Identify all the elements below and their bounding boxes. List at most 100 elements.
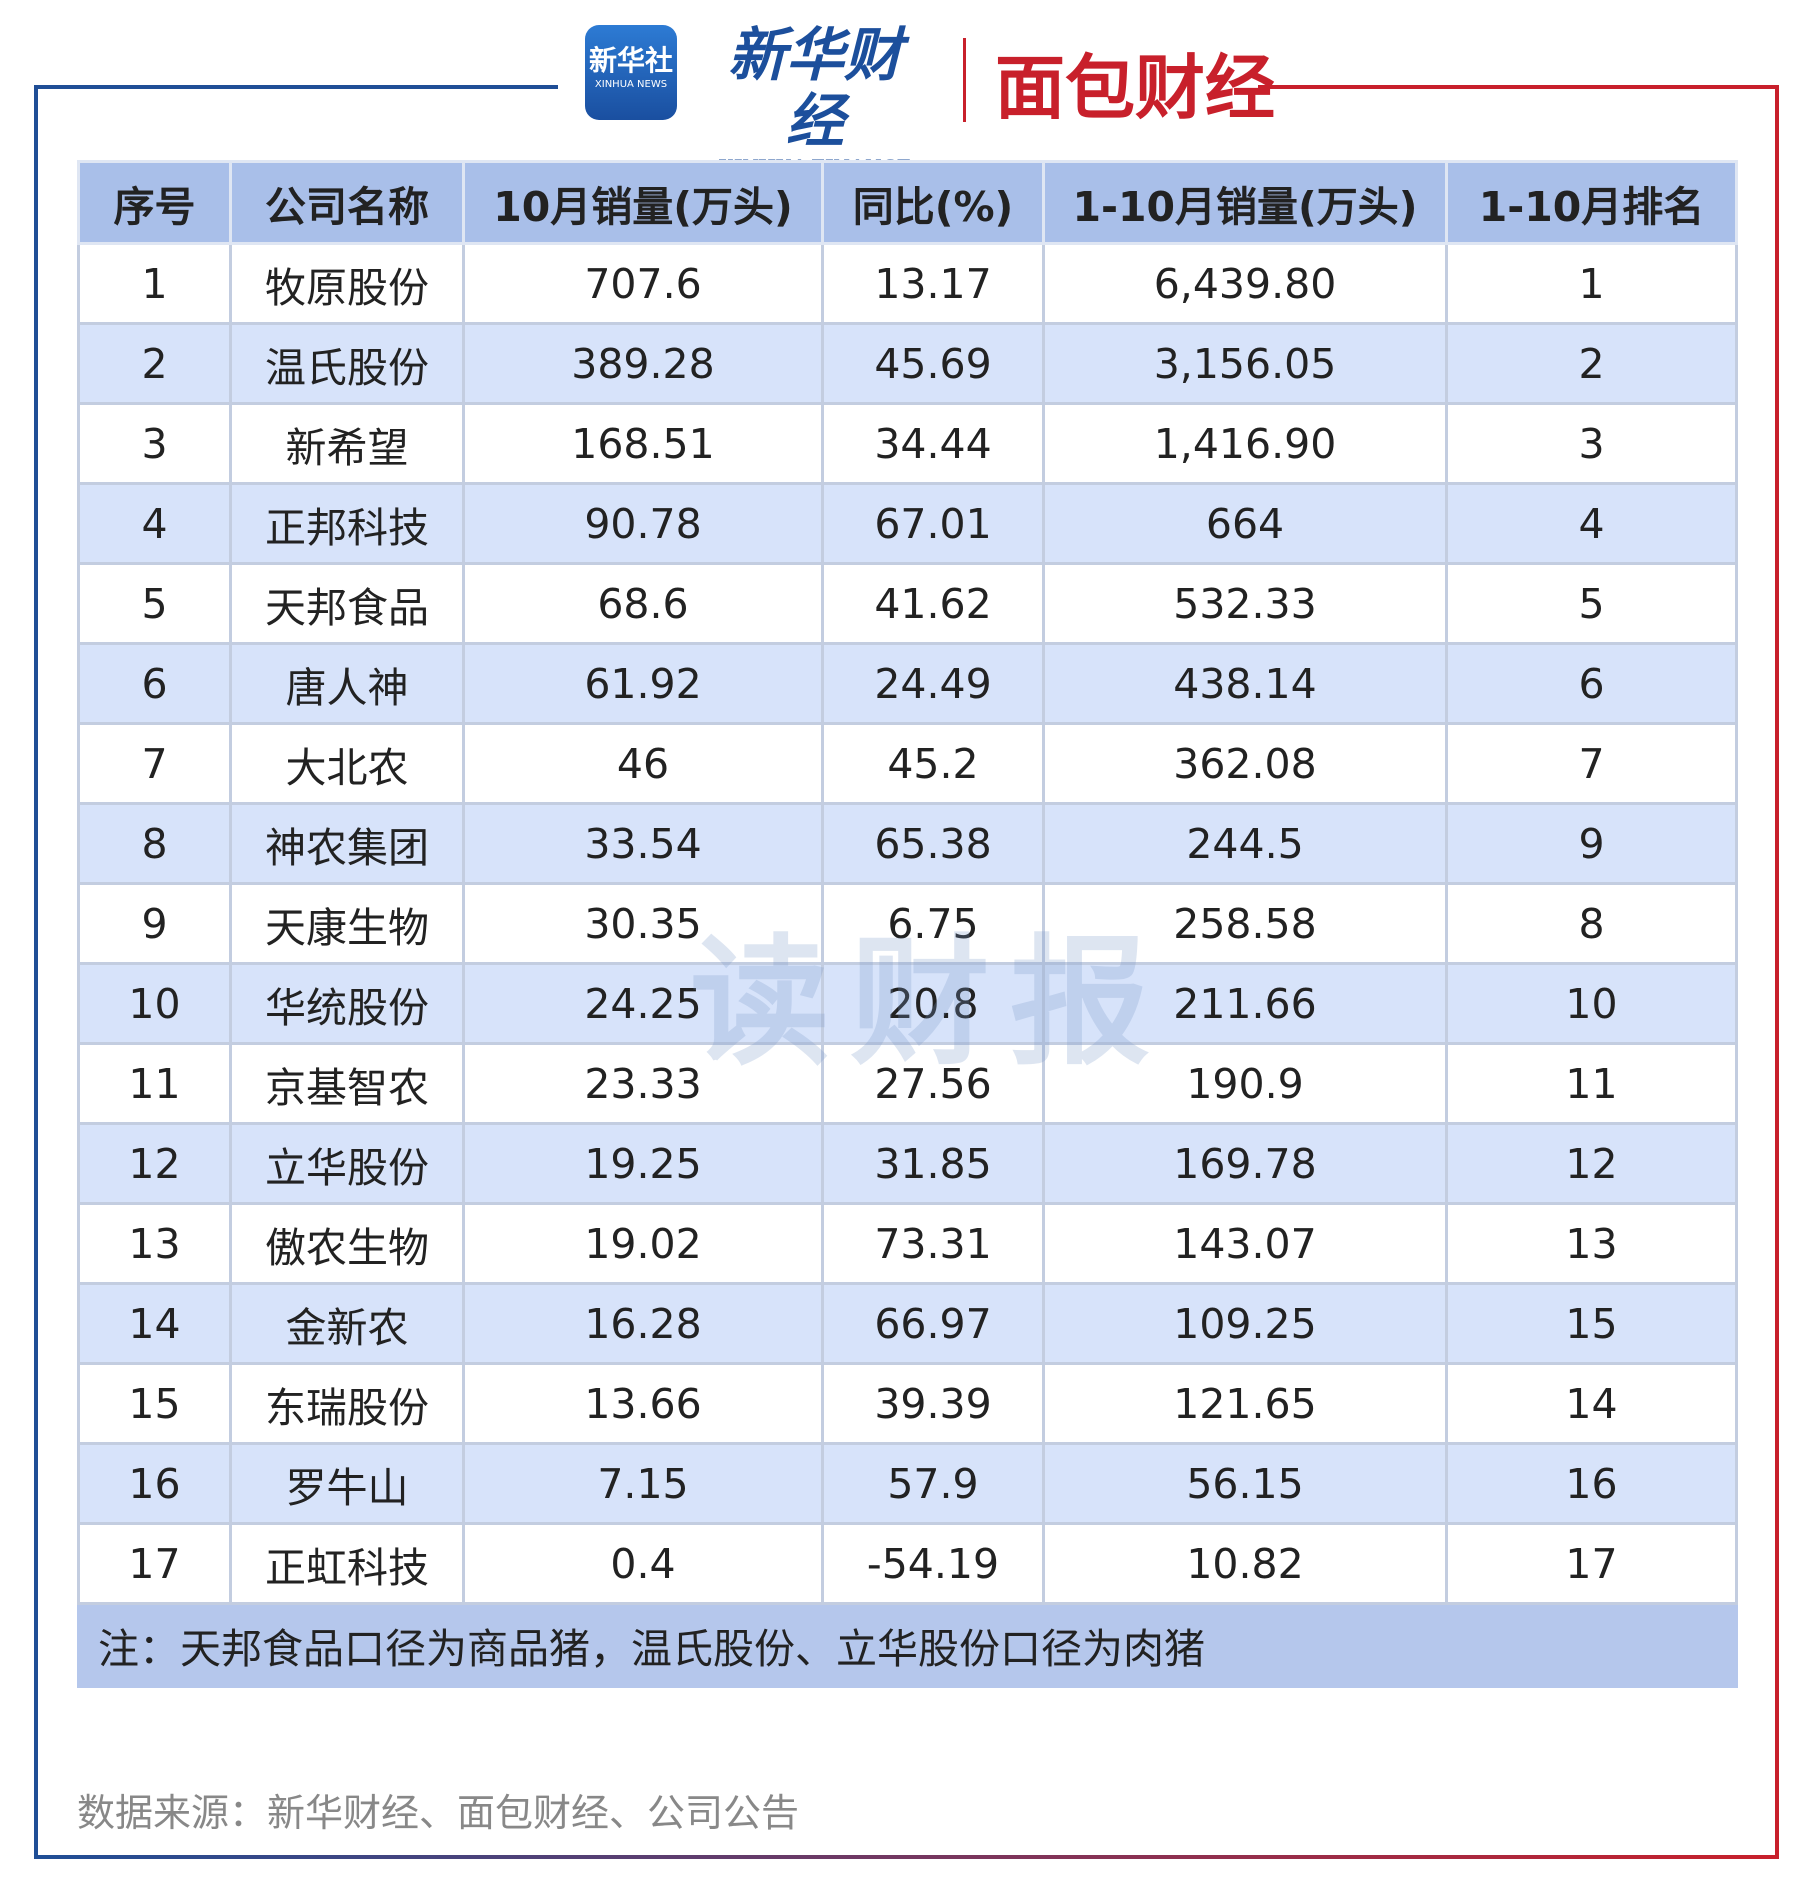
table-cell: 3: [77, 402, 232, 485]
table-cell: 3,156.05: [1042, 322, 1448, 405]
table-cell: 华统股份: [229, 962, 465, 1045]
table-cell: 立华股份: [229, 1122, 465, 1205]
column-header: 1-10月销量(万头): [1042, 160, 1448, 245]
frame: [34, 85, 558, 89]
logo-subtext: XINHUA NEWS: [594, 79, 668, 90]
table-cell: 67.01: [821, 482, 1045, 565]
note-row: 注：天邦食品口径为商品猪，温氏股份、立华股份口径为肉猪: [77, 1602, 1738, 1688]
table-cell: 27.56: [821, 1042, 1045, 1125]
table-cell: 6: [77, 642, 232, 725]
frame: [1258, 85, 1779, 89]
table-cell: 57.9: [821, 1442, 1045, 1525]
table-row: 3 新希望 168.51 34.44 1,416.90 3: [77, 402, 1738, 485]
table-row: 8 神农集团 33.54 65.38 244.5 9: [77, 802, 1738, 885]
table-cell: 73.31: [821, 1202, 1045, 1285]
table-cell: 258.58: [1042, 882, 1448, 965]
table-cell: 13.17: [821, 242, 1045, 325]
logo-xinhua-news: 新华社 XINHUA NEWS: [585, 25, 677, 120]
table-row: 5 天邦食品 68.6 41.62 532.33 5: [77, 562, 1738, 645]
table-cell: 24.25: [462, 962, 824, 1045]
table-cell: 19.25: [462, 1122, 824, 1205]
table-cell: 8: [77, 802, 232, 885]
column-header: 序号: [77, 160, 232, 245]
table-cell: 15: [77, 1362, 232, 1445]
header-row: 序号 公司名称 10月销量(万头) 同比(%) 1-10月销量(万头) 1-10月排名: [77, 160, 1738, 245]
table-cell: 1: [77, 242, 232, 325]
table-cell: 169.78: [1042, 1122, 1448, 1205]
table-cell: 9: [1445, 802, 1738, 885]
table-row: 9 天康生物 30.35 6.75 258.58 8: [77, 882, 1738, 965]
table-cell: 罗牛山: [229, 1442, 465, 1525]
table-cell: 6: [1445, 642, 1738, 725]
table-cell: 2: [1445, 322, 1738, 405]
table-cell: 23.33: [462, 1042, 824, 1125]
table-cell: 新希望: [229, 402, 465, 485]
table-row: 10 华统股份 24.25 20.8 211.66 10: [77, 962, 1738, 1045]
table-cell: 4: [77, 482, 232, 565]
table-row: 17 正虹科技 0.4 -54.19 10.82 17: [77, 1522, 1738, 1605]
table-cell: 唐人神: [229, 642, 465, 725]
table-cell: 4: [1445, 482, 1738, 565]
table-cell: 90.78: [462, 482, 824, 565]
table-cell: 121.65: [1042, 1362, 1448, 1445]
column-header: 10月销量(万头): [462, 160, 824, 245]
table-cell: 16: [1445, 1442, 1738, 1525]
note: 注：天邦食品口径为商品猪，温氏股份、立华股份口径为肉猪: [77, 1602, 1738, 1688]
table-row: 6 唐人神 61.92 24.49 438.14 6: [77, 642, 1738, 725]
table-cell: 2: [77, 322, 232, 405]
table-cell: 天邦食品: [229, 562, 465, 645]
table-cell: 大北农: [229, 722, 465, 805]
table-cell: 46: [462, 722, 824, 805]
table-cell: 34.44: [821, 402, 1045, 485]
table-cell: 5: [1445, 562, 1738, 645]
table-cell: 56.15: [1042, 1442, 1448, 1525]
table-cell: 33.54: [462, 802, 824, 885]
table-cell: 12: [1445, 1122, 1738, 1205]
table-cell: 7: [77, 722, 232, 805]
table-cell: 6.75: [821, 882, 1045, 965]
table-cell: 20.8: [821, 962, 1045, 1045]
column-header: 1-10月排名: [1445, 160, 1738, 245]
table-cell: 664: [1042, 482, 1448, 565]
watermark: 读财报: [690, 922, 1171, 1085]
table-row: 13 傲农生物 19.02 73.31 143.07 13: [77, 1202, 1738, 1285]
logo-mianbao: 面包财经: [995, 47, 1275, 129]
table-cell: 12: [77, 1122, 232, 1205]
table-cell: 京基智农: [229, 1042, 465, 1125]
table-cell: 6,439.80: [1042, 242, 1448, 325]
table-cell: 168.51: [462, 402, 824, 485]
table-cell: 532.33: [1042, 562, 1448, 645]
table-cell: 金新农: [229, 1282, 465, 1365]
table-cell: 244.5: [1042, 802, 1448, 885]
logo-xinhua-finance: 新华财经 XINHUA FINANCE: [700, 22, 930, 180]
table-cell: 14: [1445, 1362, 1738, 1445]
table-cell: 0.4: [462, 1522, 824, 1605]
table-cell: 24.49: [821, 642, 1045, 725]
table-cell: 13.66: [462, 1362, 824, 1445]
divider: [963, 38, 966, 122]
table-cell: 11: [77, 1042, 232, 1125]
table-cell: 13: [77, 1202, 232, 1285]
table-cell: 41.62: [821, 562, 1045, 645]
table-cell: 3: [1445, 402, 1738, 485]
table-cell: 10: [1445, 962, 1738, 1045]
table-cell: 15: [1445, 1282, 1738, 1365]
table-cell: 143.07: [1042, 1202, 1448, 1285]
table-row: 2 温氏股份 389.28 45.69 3,156.05 2: [77, 322, 1738, 405]
table-cell: 7: [1445, 722, 1738, 805]
column-header: 公司名称: [229, 160, 465, 245]
table-cell: 211.66: [1042, 962, 1448, 1045]
table-cell: 19.02: [462, 1202, 824, 1285]
table-cell: 神农集团: [229, 802, 465, 885]
table-cell: 190.9: [1042, 1042, 1448, 1125]
table-cell: 正虹科技: [229, 1522, 465, 1605]
frame: [34, 1855, 1779, 1859]
data-table: 序号 公司名称 10月销量(万头) 同比(%) 1-10月销量(万头) 1-10月排名 1…: [77, 160, 1738, 1688]
table-cell: 39.39: [821, 1362, 1045, 1445]
table-cell: 65.38: [821, 802, 1045, 885]
table-cell: 438.14: [1042, 642, 1448, 725]
table-row: 16 罗牛山 7.15 57.9 56.15 16: [77, 1442, 1738, 1525]
table-row: 14 金新农 16.28 66.97 109.25 15: [77, 1282, 1738, 1365]
table-row: 4 正邦科技 90.78 67.01 664 4: [77, 482, 1738, 565]
